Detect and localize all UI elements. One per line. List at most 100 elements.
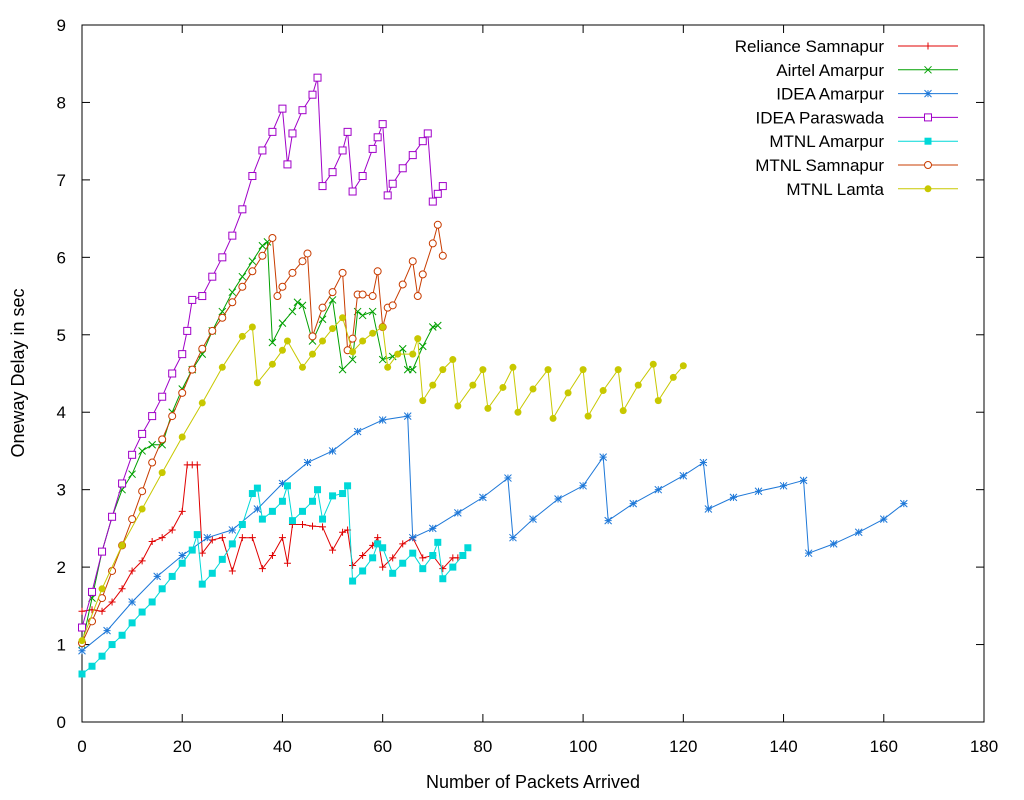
data-point (248, 172, 257, 181)
x-tick-label: 60 (373, 737, 392, 756)
data-point (408, 151, 417, 160)
data-point (408, 533, 417, 542)
data-point (78, 646, 86, 655)
legend-entry: IDEA Paraswada (755, 108, 958, 127)
data-point (414, 335, 422, 343)
data-point (188, 365, 197, 374)
data-point (168, 572, 176, 580)
data-point (428, 197, 437, 206)
data-point (178, 433, 186, 441)
data-point (288, 268, 297, 277)
data-point (108, 598, 116, 606)
data-point (288, 517, 296, 525)
data-point (98, 547, 107, 556)
data-point (379, 544, 387, 552)
data-point (128, 619, 136, 627)
data-point (729, 493, 738, 502)
data-point (434, 538, 442, 546)
data-point (654, 485, 663, 494)
data-point (359, 567, 367, 575)
legend-label: Reliance Samnapur (735, 37, 885, 56)
data-point (158, 392, 167, 401)
y-tick-label: 5 (57, 326, 66, 345)
data-point (268, 507, 276, 515)
legend-label: Airtel Amarpur (776, 61, 884, 80)
data-point (203, 533, 212, 542)
legend-entry: Reliance Samnapur (735, 37, 958, 56)
data-point (178, 551, 187, 560)
data-point (313, 73, 322, 82)
data-point (368, 307, 377, 316)
data-point (374, 534, 382, 542)
data-point (403, 412, 412, 420)
data-point (118, 541, 126, 549)
data-point (298, 521, 306, 529)
legend-swatch-marker (924, 113, 932, 122)
data-point (804, 549, 813, 558)
data-point (278, 346, 286, 354)
data-point (398, 344, 407, 353)
data-point (148, 440, 157, 449)
data-point (228, 288, 237, 297)
data-point (344, 482, 352, 490)
data-point (298, 301, 307, 310)
data-point (258, 146, 267, 155)
data-point (378, 120, 387, 129)
data-point (419, 554, 427, 562)
data-point (238, 282, 247, 291)
data-point (464, 544, 472, 552)
data-point (359, 337, 367, 345)
data-point (779, 481, 788, 490)
data-point (158, 435, 167, 444)
data-point (268, 360, 276, 368)
legend-label: IDEA Amarpur (776, 85, 884, 104)
y-tick-label: 7 (57, 171, 66, 190)
data-point (353, 427, 362, 436)
data-point (368, 144, 377, 153)
data-point (358, 290, 367, 299)
data-point (479, 493, 487, 502)
data-point (418, 342, 427, 351)
data-point (278, 534, 286, 542)
data-point (349, 348, 357, 356)
data-point (218, 534, 226, 542)
data-point (499, 383, 507, 391)
series-line (81, 224, 444, 644)
data-point (453, 509, 462, 517)
data-point (258, 251, 267, 260)
data-point (429, 551, 437, 559)
data-point (454, 402, 462, 410)
data-point (283, 559, 291, 567)
legend-entry: MTNL Samnapur (755, 156, 958, 175)
data-point (228, 231, 237, 240)
data-point (654, 397, 662, 405)
data-point (799, 476, 808, 485)
data-point (504, 474, 512, 482)
data-point (459, 551, 467, 559)
data-point (338, 146, 347, 155)
data-point (419, 397, 427, 405)
legend-swatch-marker (924, 185, 932, 193)
data-point (238, 521, 246, 529)
legend-swatch-marker (924, 89, 932, 98)
data-point (168, 412, 177, 421)
y-tick-label: 2 (57, 558, 66, 577)
data-point (479, 366, 487, 374)
data-point (339, 528, 347, 536)
data-point (253, 484, 261, 492)
legend-label: MTNL Samnapur (755, 156, 884, 175)
x-tick-label: 40 (273, 737, 292, 756)
x-tick-label: 120 (669, 737, 697, 756)
data-point (198, 580, 206, 588)
data-point (484, 404, 492, 412)
series-reliance-samnapur (78, 461, 462, 615)
data-point (379, 323, 387, 331)
axis-ticks: 0 20 40 60 80 100 120 140 160 180 0 1 2 3 4 5 6 7 8 9 (57, 16, 999, 756)
data-point (339, 314, 347, 322)
data-point (303, 249, 312, 258)
data-point (389, 569, 397, 577)
y-tick-label: 8 (57, 93, 66, 112)
legend-entry: MTNL Amarpur (769, 132, 958, 151)
data-point (388, 179, 397, 188)
data-point (108, 641, 116, 649)
